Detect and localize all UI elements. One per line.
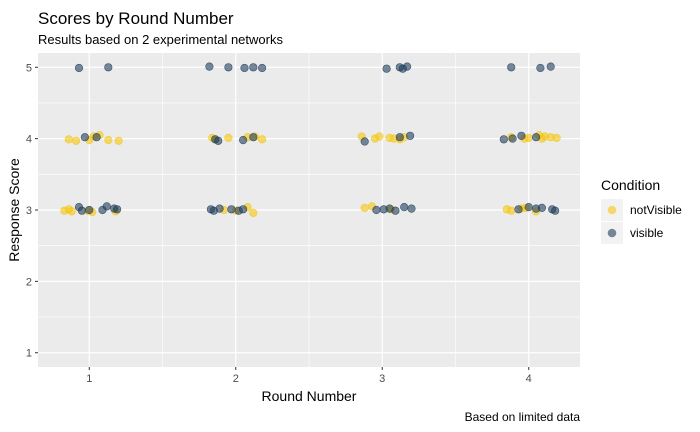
data-point-visible <box>546 62 555 71</box>
data-point-visible <box>74 63 84 73</box>
data-point-visible <box>85 205 94 215</box>
x-tick-label: 1 <box>86 373 92 385</box>
data-point-notvisible <box>249 208 258 217</box>
data-point-visible <box>249 63 258 72</box>
legend: Condition notVisible visible <box>601 177 682 244</box>
data-point-notvisible <box>71 136 81 145</box>
x-axis-label: Round Number <box>262 388 357 404</box>
data-point-notvisible <box>258 135 267 144</box>
data-point-visible <box>102 202 111 211</box>
data-point-visible <box>382 64 391 73</box>
data-point-visible <box>227 205 236 214</box>
data-point-visible <box>240 63 249 73</box>
data-point-notvisible <box>375 132 384 141</box>
data-point-notvisible <box>552 133 561 142</box>
data-point-visible <box>249 133 258 142</box>
data-point-visible <box>112 205 122 214</box>
x-axis: 1 2 3 4 <box>86 367 532 385</box>
data-point-notvisible <box>64 135 73 144</box>
y-axis-label: Response Score <box>6 158 22 262</box>
data-point-notvisible <box>360 203 369 212</box>
data-point-visible <box>514 205 523 214</box>
data-point-visible <box>224 63 233 72</box>
data-point-visible <box>360 137 369 146</box>
y-tick-label: 5 <box>26 62 32 74</box>
data-point-notvisible <box>67 207 76 216</box>
y-tick-label: 4 <box>26 134 32 146</box>
x-tick-label: 4 <box>526 373 532 385</box>
data-point-visible <box>239 205 248 214</box>
data-point-visible <box>550 206 560 215</box>
data-point-notvisible <box>114 136 123 145</box>
y-tick-label: 1 <box>26 348 32 360</box>
chart-subtitle: Results based on 2 experimental networks <box>38 32 283 47</box>
x-tick-label: 2 <box>233 373 239 385</box>
data-point-visible <box>531 133 541 142</box>
data-point-visible <box>407 204 416 213</box>
legend-title: Condition <box>601 177 660 193</box>
data-point-visible <box>507 63 516 72</box>
data-point-visible <box>205 62 214 71</box>
data-point-visible <box>239 136 248 145</box>
data-point-notvisible <box>524 133 533 142</box>
data-point-visible <box>406 131 415 140</box>
data-point-visible <box>400 203 409 212</box>
data-point-notvisible <box>104 136 113 145</box>
y-tick-label: 2 <box>26 276 32 288</box>
legend-label-notvisible: notVisible <box>630 203 682 217</box>
y-axis: 1 2 3 4 5 <box>26 62 38 360</box>
data-point-visible <box>403 62 412 71</box>
data-point-visible <box>92 133 101 142</box>
data-point-visible <box>215 204 224 213</box>
data-point-visible <box>536 63 545 73</box>
data-point-visible <box>508 134 517 143</box>
chart-title: Scores by Round Number <box>38 9 234 28</box>
chart-caption: Based on limited data <box>465 410 581 424</box>
data-point-notvisible <box>224 133 233 142</box>
data-point-visible <box>104 63 113 72</box>
legend-marker-visible <box>607 228 617 238</box>
data-point-notvisible <box>507 206 516 215</box>
data-point-visible <box>258 63 267 73</box>
data-point-visible <box>80 133 89 142</box>
data-point-visible <box>77 206 86 215</box>
x-tick-label: 3 <box>379 373 385 385</box>
legend-marker-notvisible <box>607 205 617 215</box>
data-point-visible <box>395 133 404 142</box>
data-point-visible <box>391 206 400 215</box>
data-point-visible <box>517 131 526 140</box>
data-point-visible <box>214 136 223 145</box>
data-point-visible <box>537 203 547 212</box>
data-points <box>60 62 561 217</box>
data-point-visible <box>499 135 508 144</box>
legend-label-visible: visible <box>630 226 664 240</box>
y-tick-label: 3 <box>26 205 32 217</box>
data-point-visible <box>372 205 381 215</box>
data-point-visible <box>524 203 533 212</box>
